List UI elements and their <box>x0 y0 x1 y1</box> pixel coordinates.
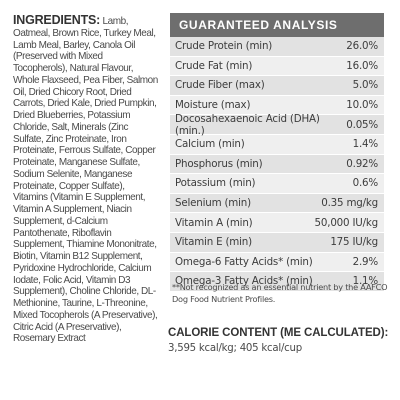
analysis-row: Moisture (max) 10.0% <box>170 95 384 116</box>
nutrient-name: Moisture (max) <box>175 99 251 112</box>
analysis-row: Crude Protein (min) 26.0% <box>170 37 384 57</box>
analysis-row: Omega-3 Fatty Acids* (min) 1.1% <box>170 272 384 292</box>
nutrient-value: 0.92% <box>346 157 378 170</box>
analysis-row: Crude Fiber (max) 5.0% <box>170 76 384 96</box>
nutrient-value: 10.0% <box>346 99 378 112</box>
analysis-rows: Crude Protein (min) 26.0% Crude Fat (min) 1… <box>170 37 384 292</box>
calorie-content-value: 3,595 kcal/kg; 405 kcal/cup <box>168 343 302 354</box>
nutrient-value: 1.4% <box>352 138 379 151</box>
ingredients-label: INGREDIENTS: <box>13 12 101 27</box>
nutrient-name: Crude Fat (min) <box>175 59 253 72</box>
guaranteed-analysis-table: GUARANTEED ANALYSIS Crude Protein (min) 2… <box>170 13 384 292</box>
nutrient-value: 2.9% <box>352 255 379 268</box>
analysis-row: Vitamin A (min) 50,000 IU/kg <box>170 213 384 233</box>
analysis-title: GUARANTEED ANALYSIS <box>170 13 384 37</box>
nutrient-name: Omega-6 Fatty Acids* (min) <box>175 255 313 268</box>
nutrient-name: Docosahexaenoic Acid (DHA)(min.) <box>175 112 320 137</box>
nutrient-name: Omega-3 Fatty Acids* (min) <box>175 275 313 288</box>
nutrient-value: 0.35 mg/kg <box>321 197 378 210</box>
nutrient-name: Vitamin E (min) <box>175 236 252 249</box>
analysis-row: Selenium (min) 0.35 mg/kg <box>170 193 384 214</box>
nutrient-name: Potassium (min) <box>175 177 256 190</box>
nutrient-name: Crude Fiber (max) <box>175 79 265 92</box>
nutrient-value: 175 IU/kg <box>330 236 378 249</box>
analysis-row: Potassium (min) 0.6% <box>170 174 384 194</box>
aafco-footnote: **Not recognized as an essential nutrien… <box>172 282 388 304</box>
calorie-content-title: CALORIE CONTENT (ME CALCULATED): <box>168 327 389 339</box>
nutrient-value: 50,000 IU/kg <box>314 216 379 229</box>
nutrient-name: Crude Protein (min) <box>175 40 273 53</box>
analysis-row: Docosahexaenoic Acid (DHA)(min.) 0.05% <box>170 112 384 137</box>
nutrient-name: Selenium (min) <box>175 197 251 210</box>
nutrient-value: 5.0% <box>352 79 379 92</box>
analysis-row: Vitamin E (min) 175 IU/kg <box>170 232 384 253</box>
nutrient-name: Vitamin A (min) <box>175 216 253 229</box>
analysis-row: Omega-6 Fatty Acids* (min) 2.9% <box>170 252 384 273</box>
analysis-row: Crude Fat (min) 16.0% <box>170 56 384 77</box>
analysis-row: Phosphorus (min) 0.92% <box>170 154 384 175</box>
ingredients-text: Lamb, Oatmeal, Brown Rice, Turkey Meal, … <box>13 16 158 345</box>
nutrient-value: 0.05% <box>346 118 378 131</box>
nutrient-value: 26.0% <box>346 40 378 53</box>
analysis-row: Calcium (min) 1.4% <box>170 134 384 155</box>
nutrient-name: Calcium (min) <box>175 138 245 151</box>
ingredients-block: INGREDIENTS: Lamb, Oatmeal, Brown Rice, … <box>13 12 159 345</box>
nutrient-value: 16.0% <box>346 59 378 72</box>
nutrient-value: 0.6% <box>352 177 379 190</box>
nutrient-value: 1.1% <box>352 275 379 288</box>
nutrient-name: Phosphorus (min) <box>175 157 263 170</box>
